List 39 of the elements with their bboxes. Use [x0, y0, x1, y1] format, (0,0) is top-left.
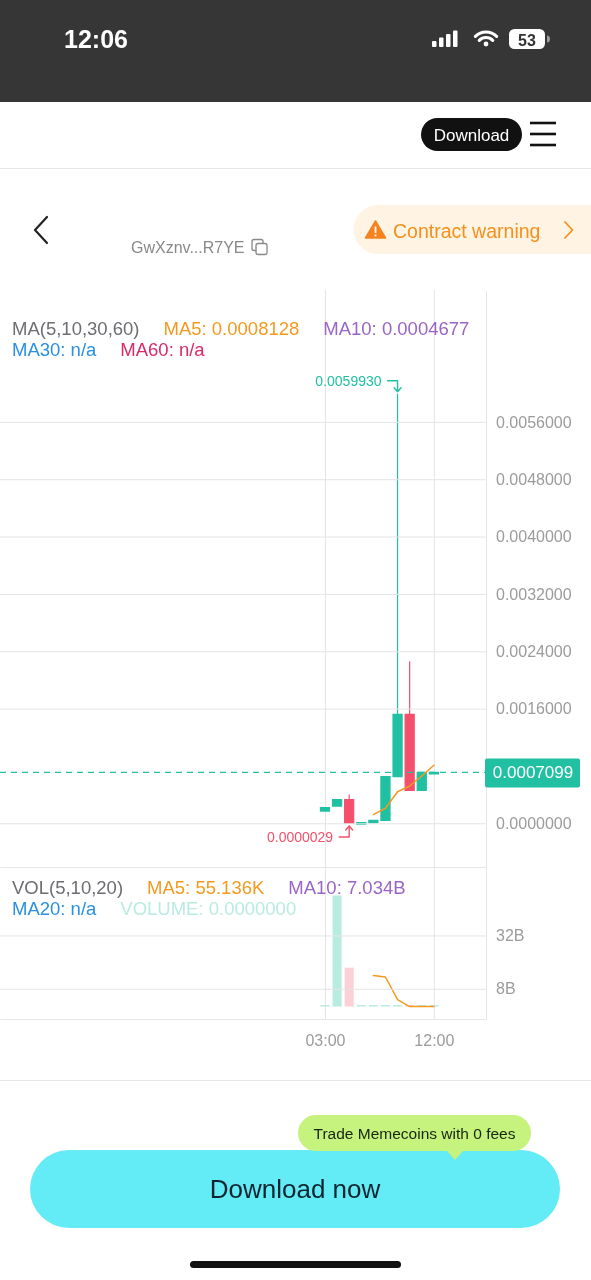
y-tick-label: 32B: [496, 927, 525, 945]
text: Trade Memecoins with 0 fees: [313, 1124, 516, 1142]
y-tick-label: 0.0007099: [492, 763, 574, 783]
text: Download: [433, 125, 510, 145]
candlestick: [319, 806, 331, 812]
y-tick-label: 0.0016000: [496, 700, 572, 718]
y-tick-label: 8B: [496, 980, 516, 998]
text: GwXznv...R7YE: [131, 238, 245, 256]
legend-label: MA20: n/a: [12, 898, 98, 920]
text: 53: [518, 31, 536, 49]
annotation: 0.0059930: [315, 372, 382, 389]
y-tick-label: 0.0048000: [496, 470, 572, 488]
y-tick-label: 0.0032000: [496, 585, 572, 603]
legend-label: MA30: n/a: [12, 339, 98, 361]
candlestick: [344, 794, 355, 824]
y-tick-label: 0.0000000: [496, 814, 572, 832]
bar: [344, 967, 354, 1007]
y-tick-label: 0.0040000: [496, 528, 572, 546]
text: 12:06: [64, 25, 128, 53]
y-tick-label: 0.0056000: [496, 413, 572, 431]
series-label: VOLUME: 0.0000000: [120, 898, 297, 920]
text: Contract warning: [393, 219, 541, 242]
legend-title: MA(5,10,30,60): [12, 318, 140, 340]
bar: [332, 895, 342, 1007]
text: MA5: 0.0008128: [163, 318, 300, 340]
candlestick: [331, 799, 343, 807]
line-series: [372, 974, 435, 1008]
line-series: [372, 764, 435, 816]
x-tick-label: 03:00: [305, 1032, 346, 1050]
y-tick-label: 0.0024000: [496, 642, 572, 660]
text: MA5: 55.136K: [147, 877, 265, 899]
legend-label: MA60: n/a: [120, 339, 206, 361]
legend-label: MA10: 7.034B: [288, 877, 406, 899]
legend-title: VOL(5,10,20): [12, 877, 124, 899]
legend-label: MA10: 0.0004677: [323, 318, 470, 340]
x-tick-label: 12:00: [414, 1032, 455, 1050]
annotation: 0.0000029: [266, 829, 334, 846]
candlestick: [404, 660, 415, 791]
text: Download now: [209, 1174, 381, 1204]
